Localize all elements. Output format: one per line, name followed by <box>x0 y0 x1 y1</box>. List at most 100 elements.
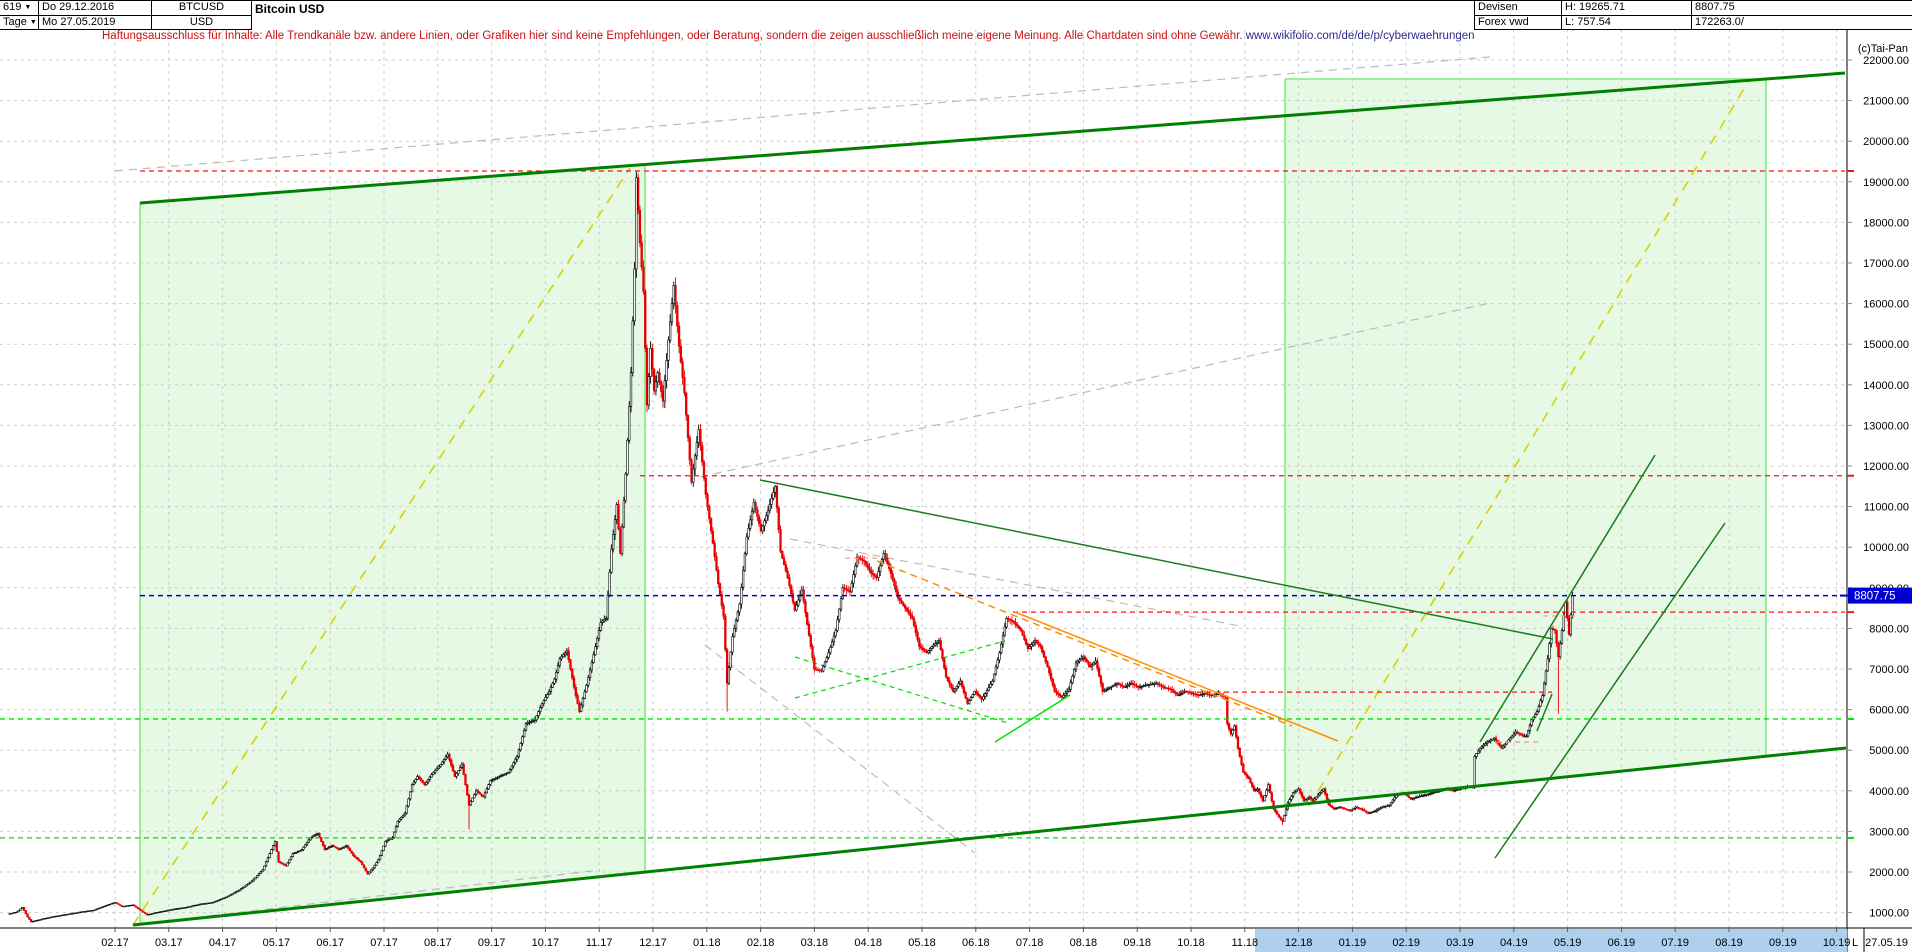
x-tick-label[interactable]: 07.18 <box>1016 937 1044 949</box>
x-tick-label[interactable]: 04.18 <box>854 937 882 949</box>
trendline-orange-dashed <box>876 560 1293 727</box>
trend-channel-left <box>140 166 645 924</box>
candlesticks <box>8 171 1574 923</box>
trendline-green-pennant-asc <box>794 640 1006 699</box>
x-tick-label[interactable]: 01.18 <box>693 937 721 949</box>
instrument-title: Bitcoin USD <box>252 1 1475 30</box>
y-tick-label: 5000.00 <box>1869 745 1909 757</box>
x-tick-label[interactable]: 02.19 <box>1392 937 1420 949</box>
low-value: L: 757.54 <box>1562 16 1692 30</box>
trendline-steep-rise-c <box>1536 693 1553 732</box>
over-lines <box>0 71 1847 927</box>
trendline-yellow-right <box>1308 78 1751 807</box>
x-tick-label[interactable]: 03.19 <box>1446 937 1474 949</box>
trend-channel-right <box>1285 79 1766 806</box>
chevron-down-icon: ▼ <box>29 19 37 26</box>
x-tick-label[interactable]: 11.17 <box>586 937 613 949</box>
trendline-gray-fan-2 <box>699 302 1491 478</box>
period-dropdown[interactable]: Tage ▼ <box>0 16 39 30</box>
date-from-field[interactable]: Do 29.12.2016 <box>39 1 152 16</box>
x-tick-label[interactable]: 12.17 <box>639 937 667 949</box>
y-tick-label: 15000.00 <box>1863 339 1909 351</box>
trendline-upper-channel <box>139 71 1846 205</box>
y-tick-label: 2000.00 <box>1869 867 1909 879</box>
y-tick-label: 11000.00 <box>1864 502 1909 514</box>
plot-area[interactable] <box>0 22 1847 928</box>
x-tick-label[interactable]: 08.17 <box>424 937 452 949</box>
copyright-label: (c)Tai-Pan <box>1858 43 1908 55</box>
x-tick-label[interactable]: 09.17 <box>478 937 506 949</box>
under-lines <box>114 56 1751 926</box>
x-tick-label[interactable]: 12.18 <box>1285 937 1313 949</box>
log-scale-toggle[interactable]: L <box>1852 937 1858 949</box>
x-axis-highlight <box>1255 929 1847 952</box>
last-price-cell: 8807.75 <box>1692 1 1912 16</box>
trendline-yellow-left <box>132 167 631 926</box>
trendline-steep-rise-b <box>1494 522 1726 859</box>
y-tick-label: 16000.00 <box>1863 299 1909 311</box>
feed-cell: Forex vwd <box>1475 16 1562 30</box>
x-tick-label[interactable]: 07.17 <box>370 937 398 949</box>
x-tick-label[interactable]: 11.18 <box>1231 937 1258 949</box>
x-tick-label[interactable]: 01.19 <box>1339 937 1367 949</box>
y-tick-label: 19000.00 <box>1863 177 1909 189</box>
chevron-down-icon: ▼ <box>24 4 32 11</box>
x-tick-label[interactable]: 06.19 <box>1608 937 1636 949</box>
trendline-orange-solid <box>1014 611 1339 742</box>
y-tick-label: 7000.00 <box>1869 664 1909 676</box>
trendline-gray-fan-3 <box>789 538 1241 627</box>
x-tick-label[interactable]: 04.17 <box>209 937 237 949</box>
y-tick-label: 22000.00 <box>1863 55 1909 67</box>
x-tick-label[interactable]: 09.19 <box>1769 937 1797 949</box>
symbol-cell[interactable]: BTCUSD <box>152 1 252 16</box>
trendline-support-seg <box>994 694 1071 743</box>
x-tick-label[interactable]: 08.19 <box>1715 937 1743 949</box>
x-tick-label[interactable]: 08.18 <box>1070 937 1098 949</box>
y-tick-label: 3000.00 <box>1869 826 1909 838</box>
trendline-gray-fan-1 <box>114 56 1491 172</box>
y-tick-label: 20000.00 <box>1863 136 1909 148</box>
volume-cell: 172263.0/ <box>1692 16 1912 30</box>
y-tick-label: 13000.00 <box>1863 420 1909 432</box>
x-tick-label[interactable]: 05.18 <box>908 937 936 949</box>
high-value: H: 19265.71 <box>1562 1 1692 16</box>
y-tick-label: 18000.00 <box>1863 217 1909 229</box>
x-tick-label[interactable]: 03.17 <box>155 937 183 949</box>
x-tick-label[interactable]: 05.17 <box>263 937 291 949</box>
trendline-gray-fan-4 <box>704 644 976 854</box>
trendline-green-pennant-desc <box>794 656 1009 724</box>
x-tick-label[interactable]: 04.19 <box>1500 937 1528 949</box>
trendline-steep-rise-a <box>1479 454 1656 743</box>
x-tick-label[interactable]: 09.18 <box>1123 937 1151 949</box>
x-tick-label[interactable]: 02.18 <box>747 937 775 949</box>
y-tick-label: 10000.00 <box>1863 542 1909 554</box>
y-tick-label: 12000.00 <box>1863 461 1909 473</box>
up-bodies <box>8 177 1574 923</box>
y-tick-label: 6000.00 <box>1869 705 1909 717</box>
date-to-field[interactable]: Mo 27.05.2019 <box>39 16 152 30</box>
y-tick-label: 1000.00 <box>1869 908 1909 920</box>
x-tick-label[interactable]: 03.18 <box>801 937 829 949</box>
category-cell: Devisen <box>1475 1 1562 16</box>
x-tick-label[interactable]: 07.19 <box>1661 937 1689 949</box>
x-tick-label[interactable]: 10.17 <box>532 937 560 949</box>
y-tick-label: 4000.00 <box>1869 786 1909 798</box>
x-tick-label[interactable]: 10.19 <box>1823 937 1851 949</box>
currency-cell: USD <box>152 16 252 30</box>
x-tick-label[interactable]: 10.18 <box>1177 937 1205 949</box>
x-tick-label[interactable]: 06.17 <box>316 937 344 949</box>
y-tick-label: 21000.00 <box>1863 96 1909 108</box>
x-tick-label[interactable]: 06.18 <box>962 937 990 949</box>
price-tag <box>1848 587 1912 604</box>
last-date-label: 27.05.19 <box>1865 937 1908 949</box>
x-tick-label[interactable]: 05.19 <box>1554 937 1582 949</box>
y-tick-label: 17000.00 <box>1863 258 1909 270</box>
y-tick-label: 8000.00 <box>1869 623 1909 635</box>
trendline-lower-channel <box>132 746 1847 927</box>
chart-header: 619 ▼ Tage ▼ Do 29.12.2016 Mo 27.05.2019… <box>0 0 1912 30</box>
x-tick-label[interactable]: 02.17 <box>101 937 129 949</box>
y-tick-label: 14000.00 <box>1863 380 1909 392</box>
bars-count-dropdown[interactable]: 619 ▼ <box>0 1 39 16</box>
